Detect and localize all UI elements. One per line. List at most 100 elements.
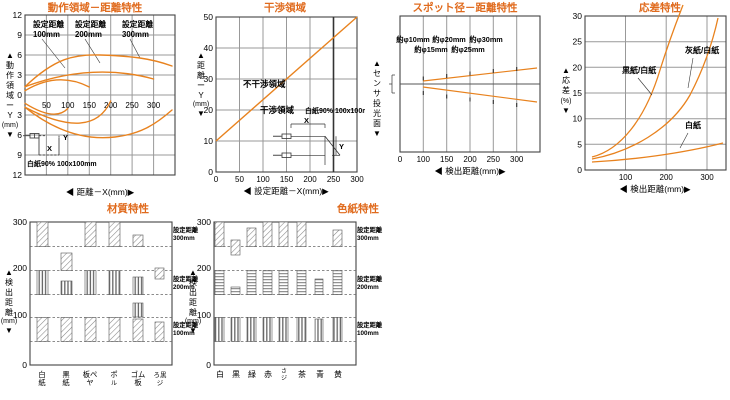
svg-text:9: 9 [17,30,22,40]
svg-text:青: 青 [316,369,324,379]
svg-text:100: 100 [417,155,431,164]
svg-text:領: 領 [6,80,14,90]
svg-text:(mm): (mm) [193,101,209,108]
svg-text:0: 0 [17,90,22,100]
svg-text:200: 200 [463,155,477,164]
svg-text:距: 距 [5,298,13,307]
svg-text:約φ15mm: 約φ15mm [414,45,448,54]
svg-text:応: 応 [562,75,570,85]
svg-text:▼: ▼ [197,109,205,118]
svg-text:▲: ▲ [189,268,197,277]
svg-text:紙: 紙 [62,378,70,387]
svg-text:ー: ー [6,101,14,110]
svg-text:10: 10 [204,136,214,146]
svg-text:12: 12 [13,170,23,180]
svg-text:離: 離 [5,307,13,317]
svg-text:(mm): (mm) [1,318,17,325]
svg-text:約φ30mm: 約φ30mm [469,35,503,44]
svg-text:X: X [47,144,52,153]
svg-text:ろ黒: ろ黒 [154,371,168,379]
svg-text:(%): (%) [561,98,572,105]
svg-text:板: 板 [134,378,142,387]
svg-text:50: 50 [235,175,244,184]
svg-text:0: 0 [206,360,211,370]
svg-text:0: 0 [398,155,403,164]
svg-text:3: 3 [17,70,22,80]
svg-text:50: 50 [204,12,214,22]
svg-text:ル: ル [111,381,117,387]
svg-text:紙: 紙 [38,378,46,387]
svg-text:作: 作 [6,70,14,80]
svg-text:干渉領域: 干渉領域 [264,1,306,14]
svg-text:ー: ー [197,81,205,90]
svg-text:サ: サ [373,89,381,98]
svg-text:検: 検 [189,277,197,287]
svg-text:設定距離: 設定距離 [33,19,64,29]
svg-text:白紙90% 100x100mm: 白紙90% 100x100mm [305,106,365,115]
svg-text:100: 100 [256,175,270,184]
svg-text:250: 250 [125,101,139,110]
svg-text:Y: Y [63,133,68,142]
svg-text:ヤ: ヤ [86,378,93,387]
svg-text:6: 6 [17,130,22,140]
svg-text:15: 15 [573,88,583,98]
svg-text:白紙90% 100x100mm: 白紙90% 100x100mm [27,159,97,168]
svg-text:ポ: ポ [110,370,117,379]
svg-text:黄: 黄 [334,369,342,379]
svg-text:6: 6 [17,50,22,60]
svg-text:黒: 黒 [232,370,240,379]
svg-text:域: 域 [6,90,14,100]
svg-text:300: 300 [13,217,27,227]
svg-text:300: 300 [700,173,714,182]
svg-text:0: 0 [208,167,213,177]
svg-text:緑: 緑 [248,369,256,379]
svg-text:▲: ▲ [373,59,381,68]
svg-text:200: 200 [13,263,27,273]
svg-text:▼: ▼ [189,326,197,335]
svg-text:0: 0 [214,175,219,184]
svg-text:赤: 赤 [264,370,272,379]
svg-text:100mm: 100mm [357,330,379,337]
svg-text:200: 200 [303,175,317,184]
svg-text:0: 0 [22,360,27,370]
svg-text:材質特性: 材質特性 [106,202,149,215]
svg-text:距: 距 [197,61,205,70]
svg-text:約φ25mm: 約φ25mm [451,45,485,54]
svg-text:◀ 検出距離(mm)▶: ◀ 検出距離(mm)▶ [619,184,691,194]
svg-text:300: 300 [147,101,161,110]
svg-text:▲: ▲ [5,268,13,277]
svg-text:▼: ▼ [562,106,570,115]
svg-text:色紙特性: 色紙特性 [337,202,379,215]
svg-text:出: 出 [189,287,197,297]
svg-text:設定距離: 設定距離 [122,19,153,29]
svg-text:(mm): (mm) [2,122,18,129]
svg-text:設定距離: 設定距離 [75,19,106,29]
svg-text:検: 検 [5,277,13,287]
svg-text:5: 5 [577,139,582,149]
svg-text:300: 300 [350,175,364,184]
svg-text:▲: ▲ [562,66,570,75]
svg-text:200mm: 200mm [357,284,379,291]
svg-text:40: 40 [204,43,214,53]
svg-text:▼: ▼ [6,130,14,139]
svg-text:100: 100 [619,173,633,182]
svg-text:動作領域－距離特性: 動作領域－距離特性 [48,1,143,14]
svg-text:設定距離: 設定距離 [357,225,383,234]
svg-text:黒紙/白紙: 黒紙/白紙 [622,65,656,75]
svg-text:250: 250 [327,175,341,184]
svg-text:約φ10mm: 約φ10mm [396,35,430,44]
svg-text:12: 12 [13,10,23,20]
svg-text:200: 200 [197,263,211,273]
svg-text:距: 距 [189,298,197,307]
svg-text:X: X [304,116,309,125]
svg-text:200: 200 [660,173,674,182]
svg-text:100mm: 100mm [33,30,60,39]
svg-text:▼: ▼ [5,326,13,335]
svg-text:ジ: ジ [281,376,287,382]
svg-text:面: 面 [373,119,381,128]
svg-text:設定距離: 設定距離 [357,274,383,283]
svg-text:スポット径－距離特性: スポット径－距離特性 [413,1,518,14]
svg-text:20: 20 [573,62,583,72]
svg-text:灰紙/白紙: 灰紙/白紙 [685,45,719,55]
svg-text:Y: Y [198,91,204,100]
